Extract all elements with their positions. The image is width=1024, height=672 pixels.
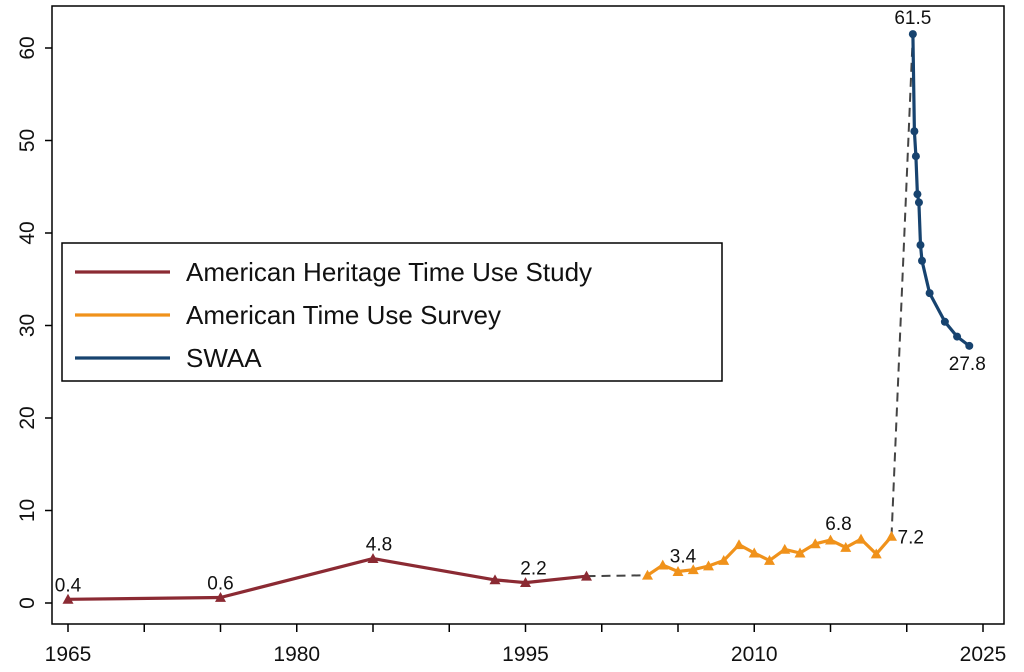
plot-border xyxy=(51,5,1005,625)
data-point xyxy=(916,241,925,250)
data-markers xyxy=(62,30,974,604)
y-tick-label: 40 xyxy=(16,221,39,244)
dashed-connector xyxy=(586,574,648,578)
x-tick-label: 1995 xyxy=(502,643,549,666)
data-point xyxy=(855,533,867,544)
data-point xyxy=(779,543,791,554)
y-tick-label: 10 xyxy=(16,499,39,522)
data-point xyxy=(62,593,74,604)
data-point xyxy=(794,547,806,558)
data-point xyxy=(809,538,821,549)
plot-frame xyxy=(51,5,1005,625)
y-axis: 0 10 20 30 40 50 60 xyxy=(16,36,52,609)
data-point xyxy=(687,564,699,575)
data-label: 3.4 xyxy=(670,547,697,568)
data-point xyxy=(940,317,949,326)
data-point xyxy=(911,152,920,161)
series-line-2 xyxy=(911,34,971,348)
y-tick-label: 60 xyxy=(16,36,39,59)
connector-lines xyxy=(586,34,914,578)
data-label: 7.2 xyxy=(898,527,924,548)
data-point xyxy=(748,547,760,558)
y-tick-label: 20 xyxy=(16,406,39,429)
data-point xyxy=(925,289,934,298)
data-point xyxy=(703,560,714,571)
legend-label: American Heritage Time Use Study xyxy=(186,257,592,287)
data-point xyxy=(672,566,684,576)
data-point xyxy=(870,548,882,559)
y-tick-label: 0 xyxy=(16,597,39,609)
data-point xyxy=(825,534,836,545)
data-point xyxy=(520,577,531,588)
legend-label: SWAA xyxy=(186,343,262,373)
data-point xyxy=(657,559,669,570)
data-point xyxy=(886,530,897,541)
x-tick-label: 2010 xyxy=(731,643,778,666)
legend-box xyxy=(61,242,723,382)
dashed-connector xyxy=(890,34,914,537)
data-point xyxy=(367,553,379,563)
data-labels: 0.4 0.6 4.8 2.2 3.4 6.8 7.2 61.5 27.8 xyxy=(55,8,986,596)
data-label: 2.2 xyxy=(520,559,546,580)
data-point xyxy=(718,554,730,565)
data-point xyxy=(642,569,653,580)
legend-label: American Time Use Survey xyxy=(186,300,501,330)
data-label: 0.6 xyxy=(207,573,233,594)
data-point xyxy=(215,591,226,602)
y-tick-label: 30 xyxy=(16,314,39,337)
x-tick-label: 1980 xyxy=(273,643,320,666)
x-tick-label: 2025 xyxy=(960,643,1007,666)
data-point xyxy=(913,190,922,199)
data-point xyxy=(581,570,592,581)
data-point xyxy=(840,542,852,552)
x-tick-label: 1965 xyxy=(45,643,92,666)
data-point xyxy=(908,30,917,39)
data-point xyxy=(914,198,923,207)
data-label: 27.8 xyxy=(949,354,986,375)
data-point xyxy=(733,539,745,550)
data-label: 61.5 xyxy=(894,8,931,29)
data-label: 6.8 xyxy=(825,514,851,535)
y-tick-label: 50 xyxy=(16,129,39,152)
data-point xyxy=(918,256,926,265)
data-label: 4.8 xyxy=(366,535,392,556)
x-axis: 1965 1980 1995 2010 2025 xyxy=(45,624,1007,666)
legend: American Heritage Time Use Study American… xyxy=(61,242,723,382)
data-label: 0.4 xyxy=(55,575,82,596)
data-point xyxy=(953,332,962,341)
series-line-0 xyxy=(67,556,587,601)
data-point xyxy=(764,554,775,565)
data-point xyxy=(965,341,974,350)
data-point xyxy=(489,574,501,585)
data-point xyxy=(910,127,919,136)
